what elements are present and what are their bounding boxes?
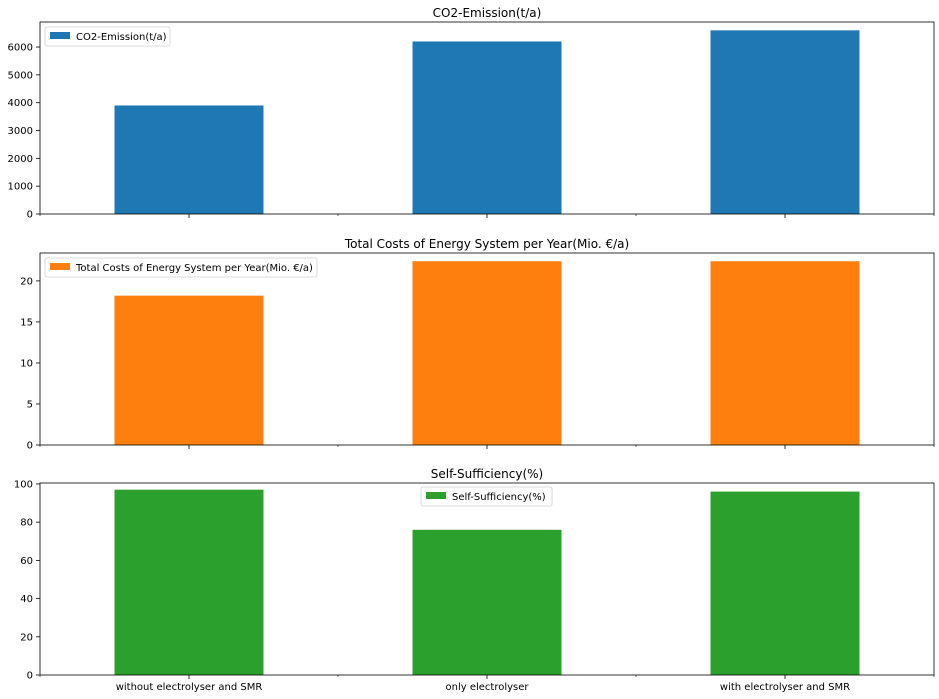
legend-swatch xyxy=(426,492,446,499)
legend-box xyxy=(44,257,318,278)
chart-panel-1: CO2-Emission(t/a) 0 1000 2000 3000 4000 5000 60… xyxy=(8,6,935,221)
chart-panel-3: Self-Sufficiency(%) 0 20 40 60 80 100 without e… xyxy=(14,467,935,693)
chart-title: Total Costs of Energy System per Year(Mi… xyxy=(344,237,629,251)
y-tick-label: 3000 xyxy=(8,126,33,137)
bar-2 xyxy=(412,529,562,675)
legend: CO2-Emission(t/a) xyxy=(44,26,171,47)
chart-panel-2: Total Costs of Energy System per Year(Mi… xyxy=(20,237,935,452)
legend-swatch xyxy=(50,32,70,39)
y-tick-label: 5 xyxy=(27,399,33,410)
legend-swatch xyxy=(50,263,70,270)
axes-frame xyxy=(39,482,935,676)
y-tick-label: 0 xyxy=(27,441,33,452)
axes-frame xyxy=(39,21,935,215)
y-tick-label: 4000 xyxy=(8,98,33,109)
legend: Self-Sufficiency(%) xyxy=(420,486,553,507)
y-tick-label: 20 xyxy=(20,276,33,287)
y-tick-label: 2000 xyxy=(8,154,33,165)
bar-2 xyxy=(412,41,562,215)
bar-1 xyxy=(114,105,264,214)
bar-3 xyxy=(710,30,860,215)
x-tick-label: without electrolyser and SMR xyxy=(116,682,263,693)
legend-box xyxy=(420,486,553,507)
y-tick-label: 5000 xyxy=(8,70,33,81)
legend-label: Self-Sufficiency(%) xyxy=(452,492,546,503)
y-tick-label: 60 xyxy=(20,556,33,567)
y-tick-label: 40 xyxy=(20,594,33,605)
y-tick-label: 15 xyxy=(20,317,33,328)
bar-2 xyxy=(412,261,562,445)
legend: Total Costs of Energy System per Year(Mi… xyxy=(44,257,318,278)
legend-box xyxy=(44,26,171,47)
x-tick-label: only electrolyser xyxy=(445,682,529,693)
bar-3 xyxy=(710,491,860,675)
y-tick-label: 100 xyxy=(14,479,33,490)
y-tick-label: 10 xyxy=(20,358,33,369)
y-tick-label: 6000 xyxy=(8,43,33,54)
bar-3 xyxy=(710,261,860,445)
legend-label: CO2-Emission(t/a) xyxy=(76,32,167,43)
axes-frame xyxy=(39,252,935,446)
x-tick-label: with electrolyser and SMR xyxy=(720,682,850,693)
y-tick-label: 80 xyxy=(20,518,33,529)
chart-title: Self-Sufficiency(%) xyxy=(431,467,543,481)
bar-1 xyxy=(114,295,264,445)
y-tick-label: 0 xyxy=(27,671,33,682)
legend-label: Total Costs of Energy System per Year(Mi… xyxy=(75,263,313,274)
y-tick-label: 1000 xyxy=(8,182,33,193)
chart-title: CO2-Emission(t/a) xyxy=(433,6,542,20)
bar-1 xyxy=(114,489,264,675)
y-tick-label: 20 xyxy=(20,632,33,643)
y-tick-label: 0 xyxy=(27,210,33,221)
